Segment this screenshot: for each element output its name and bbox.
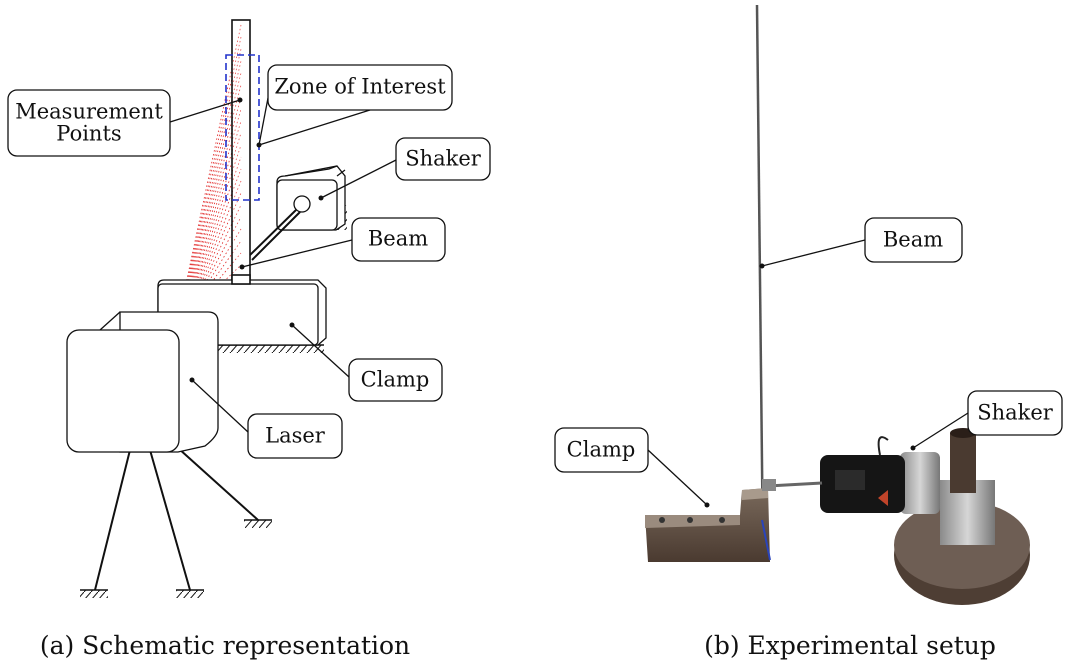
caption: (b) Experimental setup <box>704 631 996 660</box>
laser-ray <box>182 84 242 313</box>
laser-ray <box>191 264 242 313</box>
label-text: Beam <box>883 228 943 252</box>
label-clamp-b: Clamp <box>554 427 649 473</box>
label-text: Clamp <box>361 368 430 392</box>
label-text: Shaker <box>405 147 482 171</box>
label-text: Shaker <box>977 401 1054 425</box>
label-text: Measurement <box>15 100 163 124</box>
label-text: Beam <box>368 227 428 251</box>
laser-ray <box>183 108 242 313</box>
leaders <box>169 97 397 433</box>
label-text: Laser <box>265 424 326 448</box>
clamp-photo <box>645 488 771 562</box>
caption: (a) Schematic representation <box>40 631 410 660</box>
beam <box>231 19 251 286</box>
label-beam-b: Beam <box>864 217 963 263</box>
label-measurement-points: Measurement Points <box>7 89 171 157</box>
beam-photo <box>755 4 765 556</box>
label-clamp: Clamp <box>348 358 443 402</box>
zone-of-interest <box>225 54 260 201</box>
schematic: Measurement Points Zone of Interest Shak… <box>7 19 491 660</box>
label-text: Clamp <box>567 438 636 462</box>
label-beam: Beam <box>351 217 446 262</box>
laser-ray <box>181 60 242 313</box>
shaker-photo <box>762 428 1030 605</box>
leaders-b <box>647 239 969 508</box>
label-zone: Zone of Interest <box>267 64 453 111</box>
label-laser: Laser <box>247 413 343 459</box>
label-text: Points <box>56 122 121 146</box>
label-shaker: Shaker <box>395 137 491 181</box>
laser <box>66 311 272 598</box>
laser-ray <box>180 48 242 313</box>
laser-ray <box>179 24 242 313</box>
shaker <box>249 165 347 261</box>
label-text: Zone of Interest <box>274 75 446 99</box>
experimental-setup: Beam Shaker Clamp (b) Experimental setup <box>554 4 1063 660</box>
label-shaker-b: Shaker <box>967 390 1063 436</box>
laser-ray <box>180 36 242 313</box>
